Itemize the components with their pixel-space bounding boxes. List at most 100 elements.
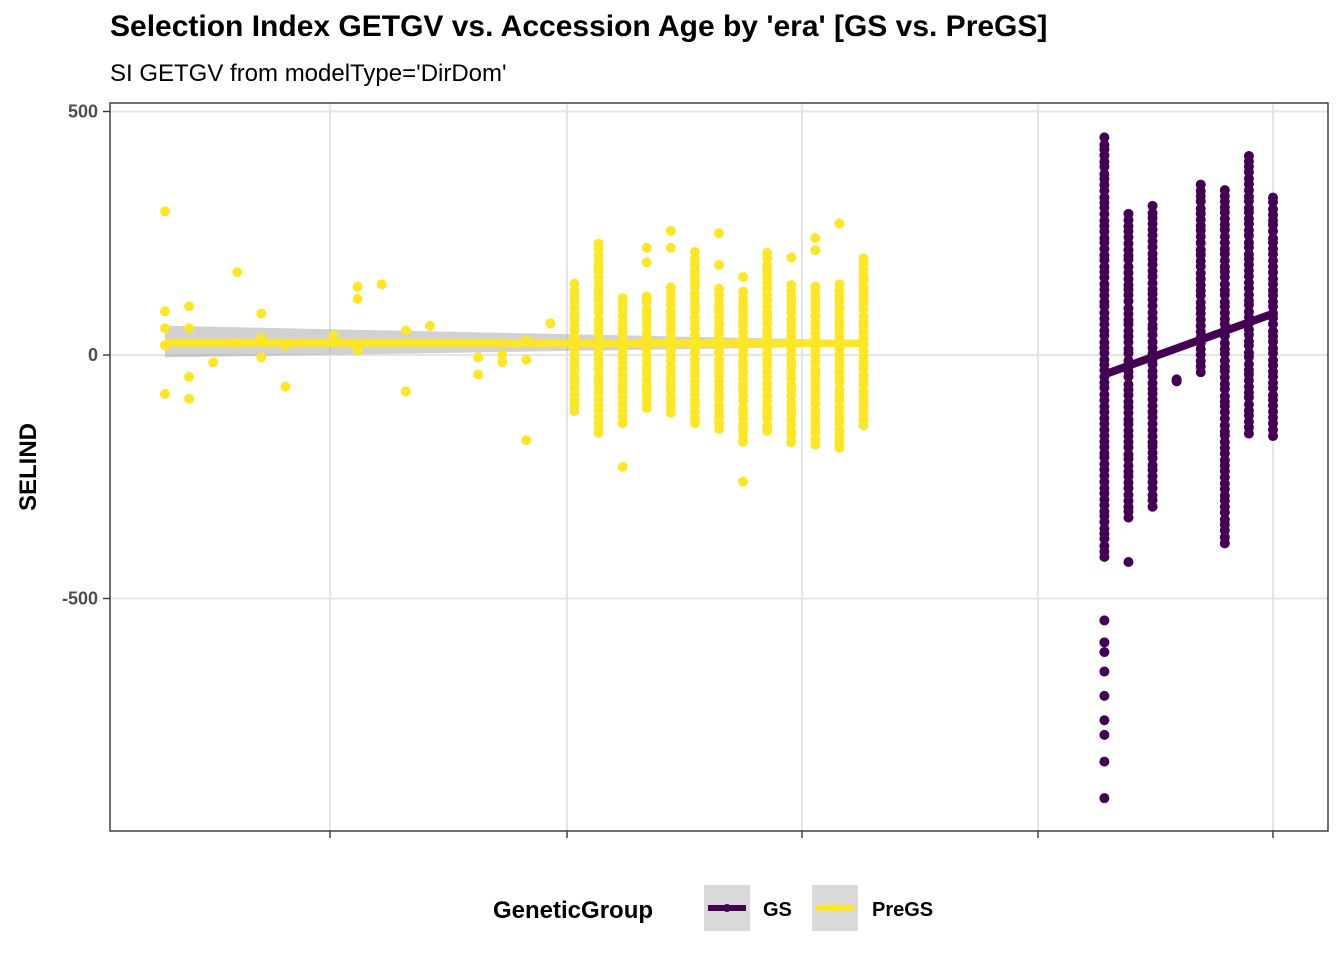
gs-point [1099,523,1110,534]
pregs-point [665,242,676,253]
pregs-point [810,281,821,292]
gs-point [1099,729,1110,740]
gs-point [1099,540,1110,551]
gs-point [1147,208,1158,219]
pregs-point [810,233,821,244]
pregs-point [569,278,580,289]
pregs-point [665,363,676,374]
pregs-point [184,371,195,382]
pregs-point [593,313,604,324]
gs-point [1123,261,1134,272]
pregs-point [762,390,773,401]
gs-point [1099,169,1110,180]
pregs-point [738,403,749,414]
gs-point [1099,647,1110,658]
pregs-point [689,254,700,265]
pregs-point [424,320,435,331]
pregs-point [569,372,580,383]
gs-point [1147,366,1158,377]
legend-label-gs: GS [763,899,792,921]
gs-point [1099,139,1110,150]
gs-point [1195,244,1206,255]
pregs-point [160,323,170,334]
gs-point [1099,337,1110,348]
gs-point [1268,233,1278,244]
pregs-point [232,267,243,278]
pregs-point [689,289,700,300]
pregs-point [714,228,724,239]
pregs-point [160,388,170,399]
pregs-point [786,252,797,263]
pregs-point [738,286,749,297]
pregs-point [545,318,556,329]
gs-point [1099,615,1110,626]
pregs-point [641,304,652,315]
pregs-point [473,369,484,380]
trend-line-layer [164,309,1275,379]
pregs-point [521,435,532,446]
gs-point [1171,374,1182,385]
gs-point [1219,185,1230,196]
pregs-point [208,357,219,368]
pregs-point [858,311,869,322]
pregs-point [400,386,411,397]
gs-point [1219,279,1230,290]
y-tick-label: 0 [88,345,98,365]
gs-point [1219,420,1230,431]
gs-point [1099,261,1110,272]
legend-item-gs: GS [704,885,792,931]
pregs-point [184,301,195,312]
gs-point [1268,390,1278,401]
pregs-point [786,314,797,325]
gs-point [1147,248,1158,259]
pregs-point [569,388,580,399]
gs-point [1123,556,1134,567]
pregs-point [376,279,387,290]
gs-point [1195,297,1206,308]
gs-point [1147,490,1158,501]
pregs-point [641,291,652,302]
gs-point [1219,532,1230,543]
gs-point [1123,489,1134,500]
gs-point [1243,249,1254,260]
gs-point [1243,347,1254,358]
gs-point [1099,690,1110,701]
pregs-point [810,405,821,416]
y-tick-label: -500 [62,589,98,609]
pregs-point [762,366,773,377]
pregs-point [184,393,195,404]
legend-key-pregs-point [831,904,839,912]
gs-point [1147,378,1158,389]
gs-point [1219,391,1230,402]
gs-point [1195,203,1206,214]
gs-point [1123,449,1134,460]
pregs-point [834,218,845,229]
gs-point [1099,715,1110,726]
chart-title: Selection Index GETGV vs. Accession Age … [110,10,1048,43]
pregs-point [665,391,676,402]
pregs-point [689,313,700,324]
gs-point [1243,237,1254,248]
gs-trend-line [1103,309,1275,379]
pregs-point [593,427,604,438]
y-axis-title: SELIND [15,423,42,511]
y-tick-label: 500 [68,102,98,122]
grid-layer [110,103,1328,831]
pregs-point [714,259,724,270]
pregs-point [280,381,291,392]
pregs-point [617,462,628,473]
plot-panel-border [109,102,1329,832]
gs-point [1268,204,1278,215]
legend-title: GeneticGroup [493,897,653,924]
gs-point [1099,637,1110,648]
gs-point [1123,379,1134,390]
legend-item-pregs: PreGS [812,885,933,931]
pregs-point [641,257,652,268]
pregs-point [352,345,363,356]
pregs-point [328,330,339,341]
pregs-point [617,293,628,304]
gs-point [1219,514,1230,525]
pregs-point [762,260,773,271]
axis-layer: 500 0 -500 [62,102,1274,838]
gs-point [1243,359,1254,370]
